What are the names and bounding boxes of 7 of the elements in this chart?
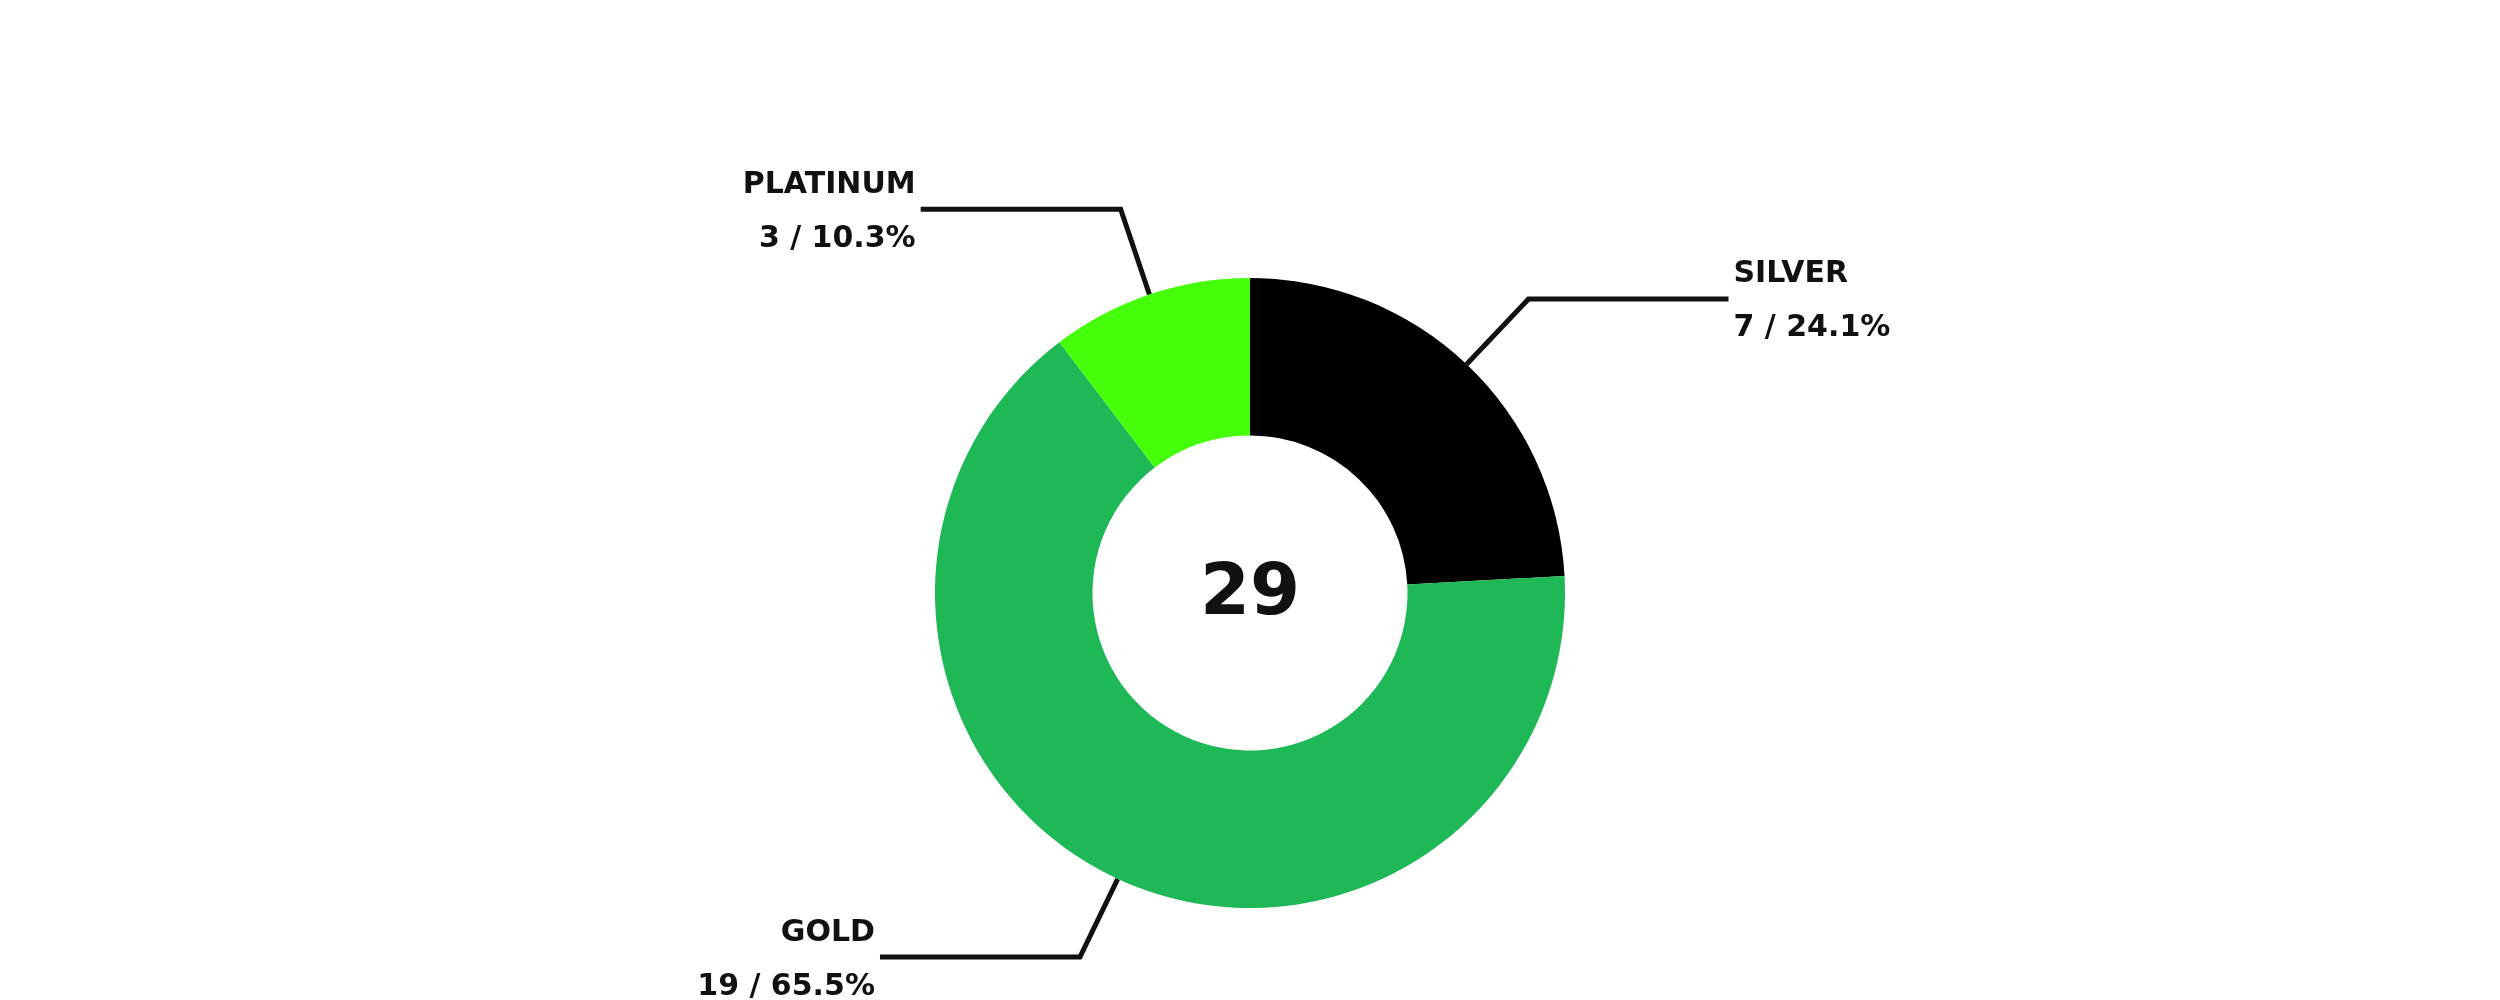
text: 29	[1199, 547, 1301, 631]
data-label: 3 / 10.3%	[758, 218, 916, 254]
data-label: 19 / 65.5%	[697, 966, 875, 1000]
slice-label: PLATINUM	[742, 164, 916, 200]
slice-label: SILVER	[1733, 254, 1849, 290]
slice-label: GOLD	[780, 912, 875, 948]
data-label: 7 / 24.1%	[1733, 308, 1891, 344]
